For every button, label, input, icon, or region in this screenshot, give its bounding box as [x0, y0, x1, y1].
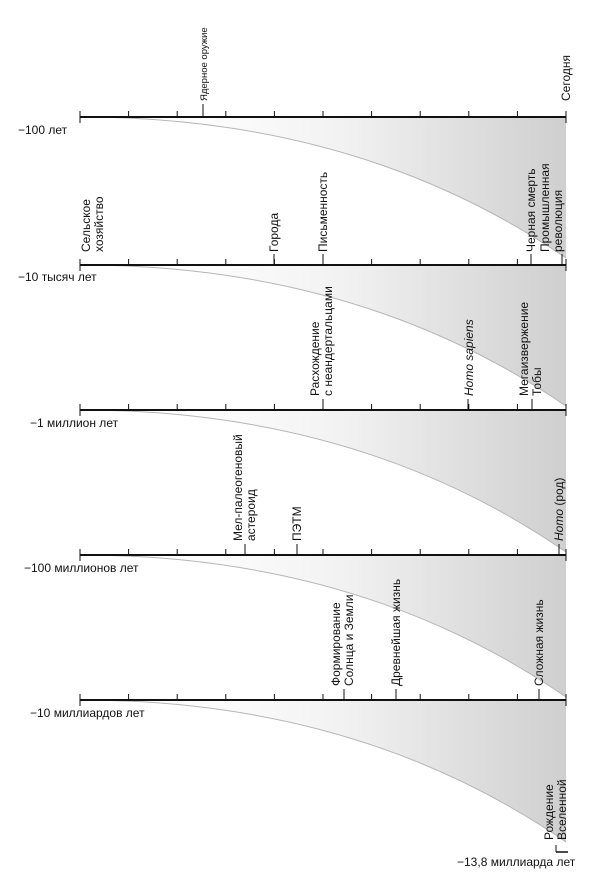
scale-label: −13,8 миллиарда лет — [457, 855, 576, 869]
event-label: Сложная жизнь — [532, 599, 546, 686]
zoom-wedge — [80, 117, 566, 258]
event-label: Мегаизвержение — [517, 302, 531, 396]
event-label: ПЭТМ — [290, 506, 304, 541]
event-label: Homo sapiens — [462, 319, 476, 396]
zoom-curve — [79, 554, 567, 698]
event-label: хозяйство — [92, 196, 106, 252]
event-label: с неандертальцами — [321, 286, 335, 396]
timeline-row-3: −1 миллион лет Расхождение с неандерталь… — [30, 286, 567, 553]
event-label: Древнейшая жизнь — [389, 579, 403, 686]
event-label: Города — [267, 213, 281, 252]
event-today: Сегодня — [559, 55, 573, 101]
timeline-row-1: −100 лет Ядерное оружие Сегодня — [18, 27, 573, 259]
scale-label: −100 миллионов лет — [24, 561, 139, 575]
event-label: Формирование — [329, 602, 343, 686]
event-toba-supereruption: Мегаизвержение Тобы — [517, 302, 544, 410]
zoom-curve — [79, 264, 567, 407]
event-industrial-revolution: Промышленная революция — [538, 163, 565, 265]
event-label: Черная смерть — [524, 168, 538, 252]
event-petm: ПЭТМ — [290, 506, 304, 555]
event-label: Промышленная — [538, 163, 552, 252]
scale-label: −10 миллиардов лет — [30, 706, 145, 720]
event-label: Солнца и Земли — [342, 595, 356, 687]
event-label: Сельское — [79, 199, 93, 252]
event-kpg-asteroid: Мел-палеогеновый астероид — [231, 434, 258, 555]
event-label: Расхождение — [308, 321, 322, 396]
event-label: Homo (род) — [552, 478, 566, 541]
event-label: астероид — [244, 489, 258, 541]
timeline-row-2: −10 тысяч лет Сельское хозяйство Города … — [18, 163, 567, 407]
zoom-curve — [79, 699, 567, 843]
event-complex-life: Сложная жизнь — [532, 599, 546, 700]
axis-ticks — [79, 111, 567, 123]
event-nuclear-weapons: Ядерное оружие — [199, 27, 210, 117]
event-cities: Города — [267, 213, 281, 265]
event-homo-sapiens: Homo sapiens — [462, 319, 476, 410]
event-earliest-life: Древнейшая жизнь — [389, 579, 403, 700]
scale-label: −10 тысяч лет — [18, 270, 97, 284]
scale-label: −1 миллион лет — [30, 416, 119, 430]
event-label: Сегодня — [559, 55, 573, 101]
axis-ticks — [79, 549, 567, 561]
event-label: Письменность — [316, 172, 330, 252]
event-label: Вселенной — [555, 779, 569, 840]
event-black-death: Черная смерть — [524, 168, 538, 265]
event-writing: Письменность — [316, 172, 330, 265]
zoom-wedge — [80, 410, 566, 552]
event-label: Тобы — [530, 367, 544, 396]
event-label: Рождение — [542, 784, 556, 840]
event-label: Мел-палеогеновый — [231, 434, 245, 541]
zoom-curve — [79, 409, 567, 553]
zoom-wedge — [80, 700, 566, 842]
timeline-end: Рождение Вселенной −13,8 миллиарда лет — [457, 779, 576, 869]
event-neanderthal-split: Расхождение с неандертальцами — [308, 286, 335, 410]
event-label: революция — [551, 190, 565, 252]
timeline-row-5: −10 миллиардов лет Формирование Солнца и… — [30, 579, 567, 843]
event-label: Ядерное оружие — [199, 27, 210, 101]
event-agriculture: Сельское хозяйство — [79, 196, 106, 252]
zoom-wedge — [80, 265, 566, 406]
event-sun-earth-formation: Формирование Солнца и Земли — [329, 595, 356, 700]
event-homo-genus: Homo (род) — [552, 478, 566, 555]
event-birth-of-universe: Рождение Вселенной — [542, 779, 569, 840]
axis-ticks — [79, 694, 567, 706]
zoom-curve — [79, 116, 567, 259]
timeline-row-4: −100 миллионов лет Мел-палеогеновый асте… — [24, 434, 567, 698]
zoom-wedge — [80, 555, 566, 697]
scale-label: −100 лет — [18, 123, 68, 137]
